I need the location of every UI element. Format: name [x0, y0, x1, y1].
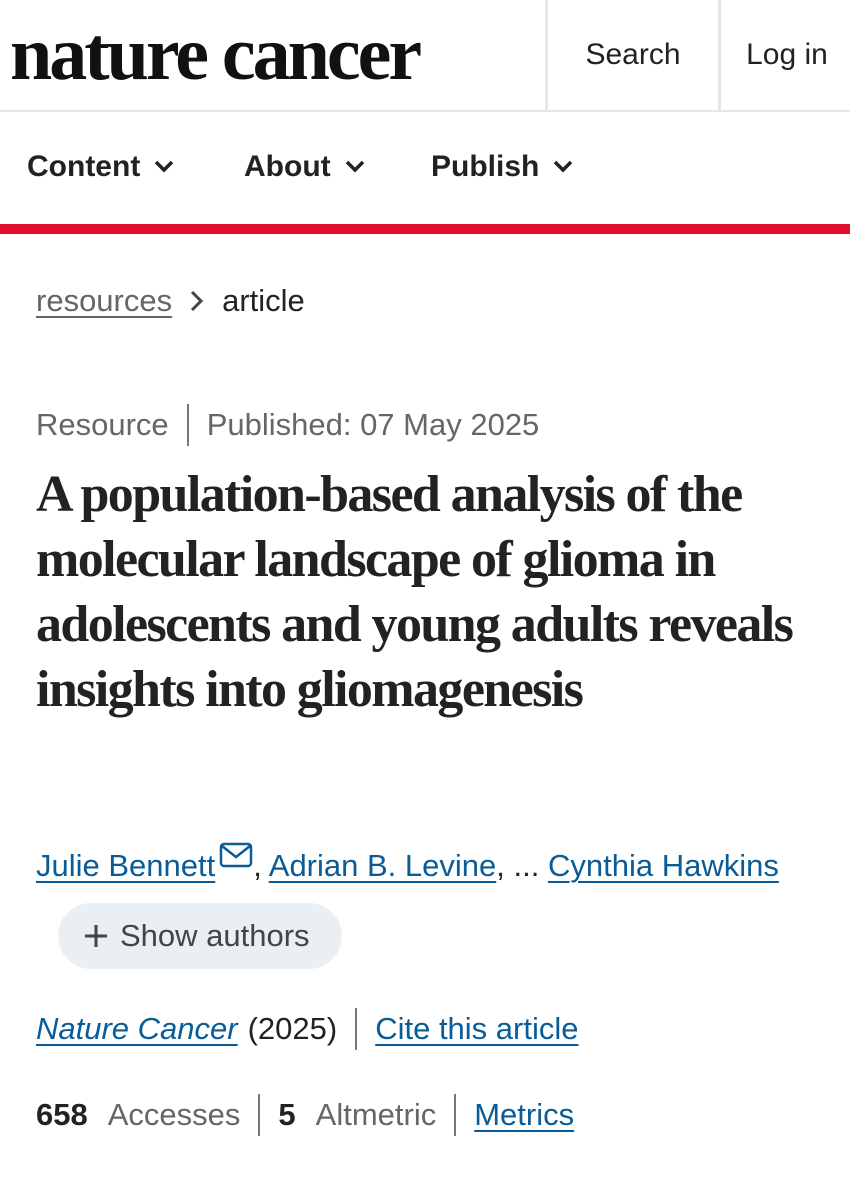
- year: (2025): [247, 1011, 338, 1046]
- article-type: Resource: [36, 407, 169, 442]
- altmetric-count: 5: [278, 1097, 296, 1132]
- logo[interactable]: nature cancer: [10, 12, 422, 96]
- chevron: [554, 160, 573, 173]
- metrics-row: 658 Accesses 5 Altmetric Metrics: [36, 1094, 574, 1136]
- mail-icon[interactable]: [219, 842, 253, 868]
- altmetric-label: Altmetric: [315, 1097, 437, 1132]
- article-title: A population-based analysis of the molec…: [36, 466, 794, 718]
- plus-icon: [85, 924, 107, 947]
- author-list: Julie Bennett, Adrian B. Levine, ... Cyn…: [36, 832, 816, 969]
- search-button[interactable]: Search: [545, 0, 718, 110]
- ellipsis: ...: [513, 848, 540, 883]
- nav-publish[interactable]: Publish: [431, 150, 573, 184]
- published-date: Published: 07 May 2025: [206, 407, 540, 442]
- nav-label: About: [244, 150, 331, 183]
- divider: [186, 404, 189, 446]
- breadcrumb-current: article: [222, 283, 305, 318]
- breadcrumb: resources article: [36, 283, 305, 319]
- nav-bar: Content About Publish: [0, 112, 850, 234]
- divider: [454, 1094, 457, 1136]
- author-link[interactable]: Julie Bennett: [36, 848, 216, 883]
- citation-row: Nature Cancer (2025) Cite this article: [36, 1008, 579, 1050]
- separator: ,: [496, 848, 505, 883]
- nav-about[interactable]: About: [244, 150, 365, 184]
- journal-link[interactable]: Nature Cancer: [36, 1011, 238, 1046]
- nav-label: Content: [27, 150, 141, 183]
- divider: [355, 1008, 358, 1050]
- cite-link[interactable]: Cite this article: [375, 1011, 579, 1046]
- accesses-count: 658: [36, 1097, 88, 1132]
- breadcrumb-chevron: [191, 290, 204, 312]
- nav-content[interactable]: Content: [27, 150, 174, 184]
- breadcrumb-link[interactable]: resources: [36, 283, 173, 318]
- show-authors-label: Show authors: [120, 917, 310, 953]
- chevron: [155, 160, 174, 173]
- chevron: [345, 160, 364, 173]
- show-authors-button[interactable]: Show authors: [58, 902, 342, 969]
- author-link[interactable]: Cynthia Hawkins: [547, 848, 779, 883]
- metrics-link[interactable]: Metrics: [474, 1097, 575, 1132]
- nav-label: Publish: [431, 150, 540, 183]
- accesses-label: Accesses: [107, 1097, 241, 1132]
- separator: ,: [253, 848, 262, 883]
- author-link[interactable]: Adrian B. Levine: [268, 848, 497, 883]
- divider: [258, 1094, 261, 1136]
- article-meta: Resource Published: 07 May 2025: [36, 404, 539, 446]
- login-button[interactable]: Log in: [718, 0, 850, 110]
- header: nature cancer Search Log in: [0, 0, 850, 112]
